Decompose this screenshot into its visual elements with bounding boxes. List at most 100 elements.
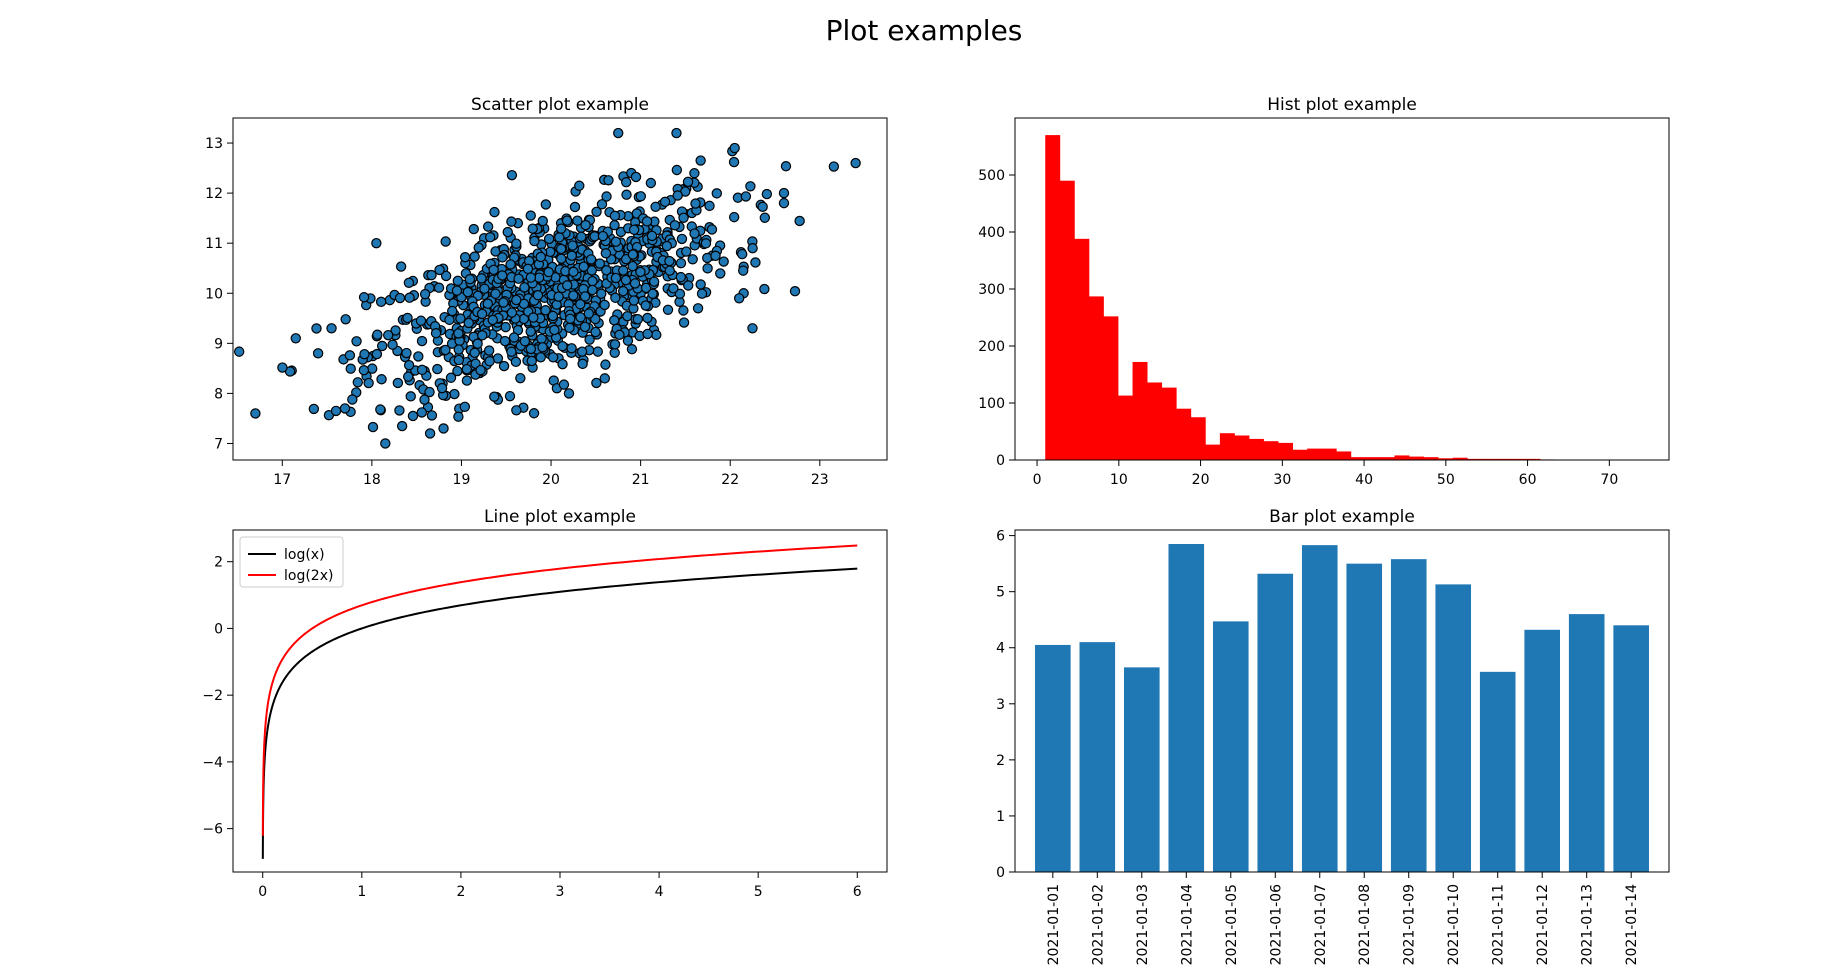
y-tick-label: 0 [996,453,1005,469]
scatter-point [601,265,612,276]
scatter-point [497,252,508,263]
scatter-point [789,285,801,297]
scatter-point [488,264,499,276]
scatter-point [455,313,466,324]
subplot-title: Bar plot example [1269,507,1415,527]
scatter-point [745,181,756,192]
scatter-point [556,253,567,264]
hist-bar [1525,458,1541,460]
hist-bar [1132,361,1148,460]
scatter-point [585,254,597,265]
scatter-point [590,326,601,338]
y-tick-label: 7 [214,436,223,452]
hist-bar [1161,387,1177,460]
x-tick-label: 2021-01-04 [1179,884,1195,965]
scatter-point [447,305,458,317]
scatter-point [549,324,560,336]
y-tick-label: 0 [996,865,1005,881]
scatter-point [547,310,559,322]
scatter-point [372,329,383,340]
scatter-point [642,328,653,340]
scatter-point [632,314,644,325]
hist-bar [1510,458,1526,460]
y-tick-label: 4 [996,641,1005,657]
scatter-point [484,356,495,367]
scatter-point [710,250,721,262]
scatter-point [407,410,419,422]
scatter-point [250,408,261,419]
scatter-point [659,196,671,208]
scatter-point [664,255,675,267]
scatter-point [311,323,322,334]
scatter-point [340,314,351,325]
scatter-point [609,210,621,222]
y-tick-label: 2 [214,555,223,571]
scatter-point [463,317,474,329]
scatter-point [413,351,424,362]
x-tick-label: 10 [1110,472,1128,488]
scatter-point [759,212,771,223]
scatter-point [648,276,660,287]
scatter-point [464,273,476,285]
scatter-point [747,323,758,334]
hist-bar [1190,417,1206,460]
scatter-point [689,228,700,239]
scatter-point [502,226,513,238]
scatter-point [330,405,342,417]
scatter-point [678,305,689,316]
scatter-point [591,206,602,217]
scatter-point [561,215,573,226]
x-tick-label: 1 [357,884,366,900]
scatter-point [627,260,638,272]
scatter-point [828,161,840,172]
scatter-plot: Scatter plot example 17 18 19 20 21 22 23 7 8 9 10 1… [205,95,888,488]
scatter-point [664,265,675,276]
scatter-point [339,403,351,414]
scatter-point [614,329,625,341]
scatter-point [629,278,641,289]
y-tick-label: −2 [202,688,223,704]
scatter-point [583,308,595,319]
hist-bar [1394,455,1410,460]
y-tick-label: 3 [996,697,1005,713]
x-tick-label: 2 [456,884,465,900]
axes-frame [1014,529,1670,873]
scatter-point [540,199,552,210]
scatter-point [476,308,488,320]
y-tick-label: 12 [205,186,223,202]
scatter-point [609,339,621,350]
scatter-point [233,346,245,357]
scatter-point [396,420,408,432]
scatter-point [555,243,567,255]
scatter-point [326,323,337,334]
scatter-point [621,189,632,200]
scatter-point [577,358,588,370]
bar [1435,584,1472,872]
scatter-point [715,268,726,279]
x-tick-label: 2021-01-13 [1580,884,1596,965]
scatter-point [568,266,579,278]
hist-bar [1059,180,1075,460]
scatter-point [650,201,661,212]
scatter-point [592,346,604,357]
scatter-point [600,248,612,259]
x-tick-label: 2021-01-07 [1313,884,1329,965]
scatter-point [459,401,471,412]
scatter-point [757,201,768,213]
scatter-point [704,200,715,212]
scatter-point [628,224,640,236]
scatter-point [416,407,428,418]
scatter-point [610,272,622,284]
scatter-point [453,354,465,366]
scatter-point [430,328,442,339]
scatter-point [424,428,436,439]
scatter-point [290,333,301,344]
scatter-point [675,257,687,269]
scatter-point [416,335,428,347]
scatter-point [547,352,559,363]
scatter-point [532,290,544,301]
scatter-point [580,219,591,231]
scatter-point [678,212,689,223]
x-tick-label: 3 [556,884,565,900]
